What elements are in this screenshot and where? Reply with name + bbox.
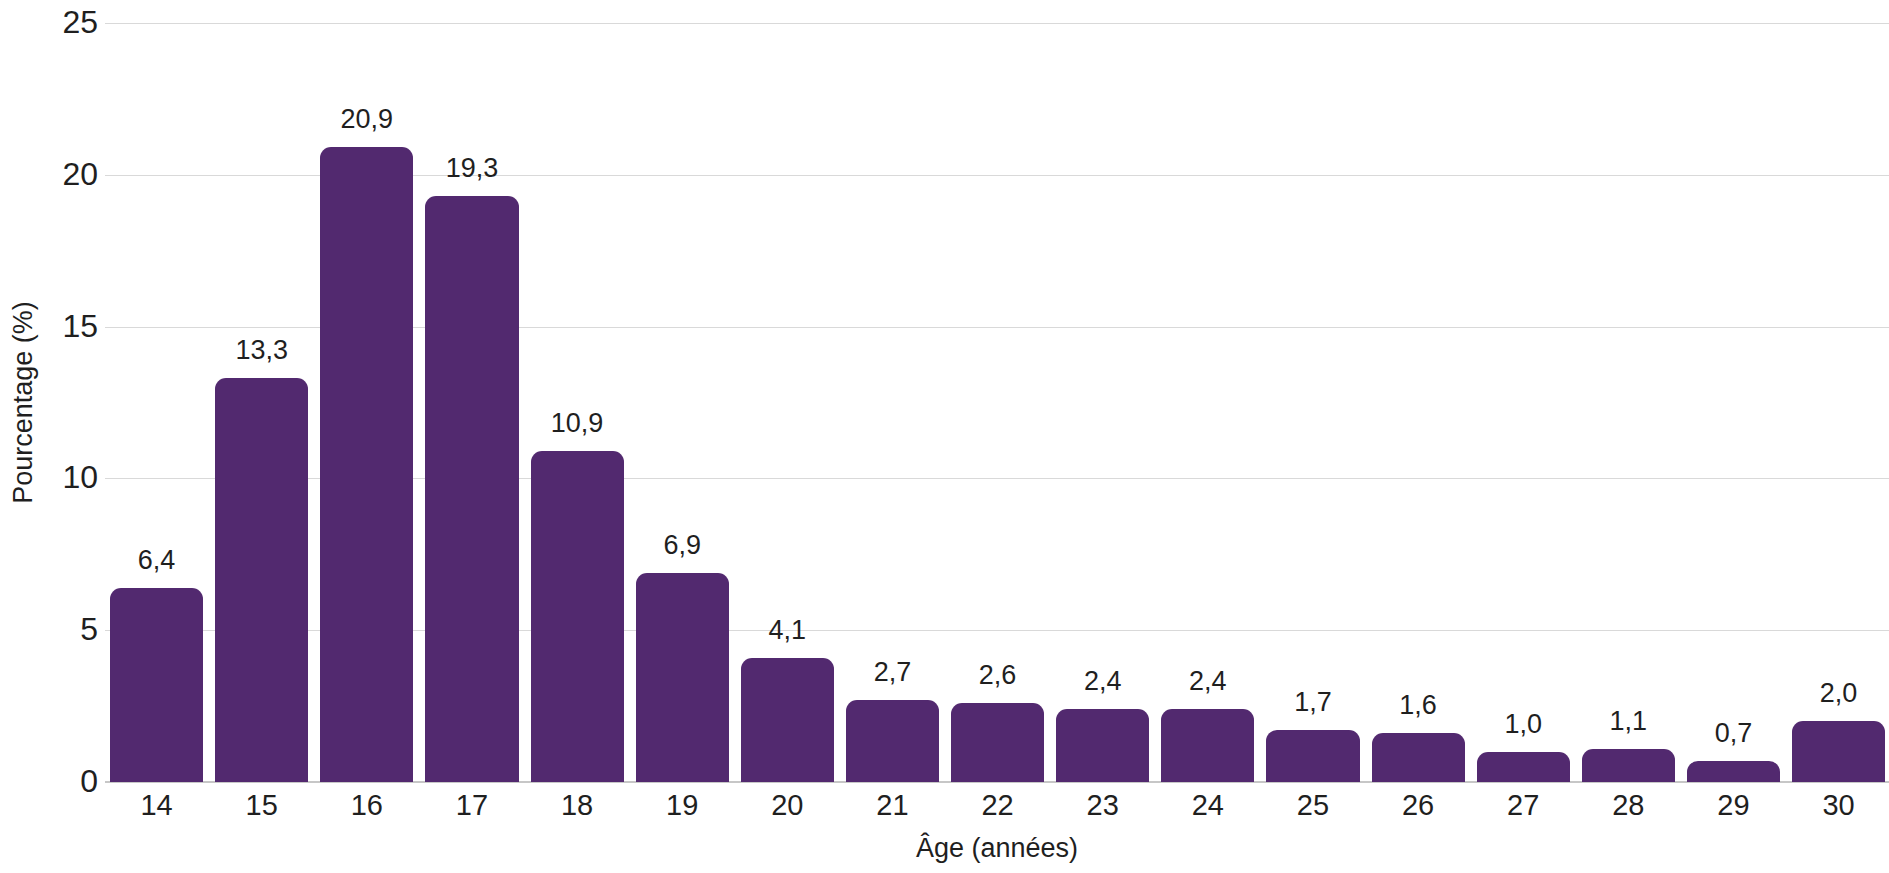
value-label-14: 6,4 — [100, 547, 213, 574]
bar-17 — [425, 196, 518, 782]
bar-23 — [1056, 709, 1149, 782]
bar-group-29: 0,729 — [1687, 23, 1780, 782]
value-label-29: 0,7 — [1677, 720, 1790, 747]
x-axis-title: Âge (années) — [105, 833, 1889, 864]
y-axis-title-wrap: Pourcentage (%) — [0, 23, 46, 782]
bar-29 — [1687, 761, 1780, 782]
value-label-20: 4,1 — [731, 617, 844, 644]
bar-group-22: 2,622 — [951, 23, 1044, 782]
y-tick-label-10: 10 — [0, 461, 98, 493]
value-label-15: 13,3 — [205, 337, 318, 364]
bar-group-25: 1,725 — [1266, 23, 1359, 782]
bar-group-14: 6,414 — [110, 23, 203, 782]
value-label-23: 2,4 — [1046, 668, 1159, 695]
value-label-26: 1,6 — [1362, 692, 1475, 719]
bar-30 — [1792, 721, 1885, 782]
bar-15 — [215, 378, 308, 782]
x-tick-label-23: 23 — [1046, 791, 1159, 820]
x-tick-label-22: 22 — [941, 791, 1054, 820]
x-tick-label-16: 16 — [310, 791, 423, 820]
bar-group-30: 2,030 — [1792, 23, 1885, 782]
value-label-16: 20,9 — [310, 106, 423, 133]
x-tick-label-28: 28 — [1572, 791, 1685, 820]
bar-19 — [636, 573, 729, 782]
bars: 6,41413,31520,91619,31710,9186,9194,1202… — [105, 23, 1889, 782]
bar-group-19: 6,919 — [636, 23, 729, 782]
value-label-21: 2,7 — [836, 659, 949, 686]
value-label-27: 1,0 — [1467, 711, 1580, 738]
x-tick-label-26: 26 — [1362, 791, 1475, 820]
bar-27 — [1477, 752, 1570, 782]
bar-28 — [1582, 749, 1675, 782]
x-tick-label-24: 24 — [1151, 791, 1264, 820]
value-label-28: 1,1 — [1572, 708, 1685, 735]
bar-group-26: 1,626 — [1372, 23, 1465, 782]
value-label-17: 19,3 — [415, 155, 528, 182]
bar-16 — [320, 147, 413, 782]
y-tick-label-5: 5 — [0, 613, 98, 645]
value-label-19: 6,9 — [626, 532, 739, 559]
bar-group-15: 13,315 — [215, 23, 308, 782]
y-tick-label-15: 15 — [0, 309, 98, 341]
bar-25 — [1266, 730, 1359, 782]
value-label-30: 2,0 — [1782, 680, 1889, 707]
bar-21 — [846, 700, 939, 782]
bar-group-28: 1,128 — [1582, 23, 1675, 782]
bar-group-27: 1,027 — [1477, 23, 1570, 782]
bar-group-16: 20,916 — [320, 23, 413, 782]
bar-group-20: 4,120 — [741, 23, 834, 782]
bar-group-24: 2,424 — [1161, 23, 1254, 782]
bar-18 — [531, 451, 624, 782]
bar-group-21: 2,721 — [846, 23, 939, 782]
bar-20 — [741, 658, 834, 782]
bar-22 — [951, 703, 1044, 782]
x-tick-label-19: 19 — [626, 791, 739, 820]
bar-26 — [1372, 733, 1465, 782]
x-tick-label-15: 15 — [205, 791, 318, 820]
x-tick-label-18: 18 — [521, 791, 634, 820]
value-label-25: 1,7 — [1256, 689, 1369, 716]
x-tick-label-21: 21 — [836, 791, 949, 820]
y-tick-label-0: 0 — [0, 765, 98, 797]
y-tick-label-20: 20 — [0, 158, 98, 190]
bar-14 — [110, 588, 203, 782]
x-tick-label-30: 30 — [1782, 791, 1889, 820]
value-label-18: 10,9 — [521, 410, 634, 437]
x-tick-label-17: 17 — [415, 791, 528, 820]
bar-group-23: 2,423 — [1056, 23, 1149, 782]
x-tick-label-29: 29 — [1677, 791, 1790, 820]
value-label-22: 2,6 — [941, 662, 1054, 689]
y-tick-label-25: 25 — [0, 6, 98, 38]
x-tick-label-14: 14 — [100, 791, 213, 820]
x-tick-label-25: 25 — [1256, 791, 1369, 820]
x-tick-label-27: 27 — [1467, 791, 1580, 820]
x-tick-label-20: 20 — [731, 791, 844, 820]
bar-chart-figure: Pourcentage (%) 0510152025 6,41413,31520… — [0, 0, 1889, 873]
bar-group-17: 19,317 — [425, 23, 518, 782]
value-label-24: 2,4 — [1151, 668, 1264, 695]
bar-group-18: 10,918 — [531, 23, 624, 782]
bar-24 — [1161, 709, 1254, 782]
